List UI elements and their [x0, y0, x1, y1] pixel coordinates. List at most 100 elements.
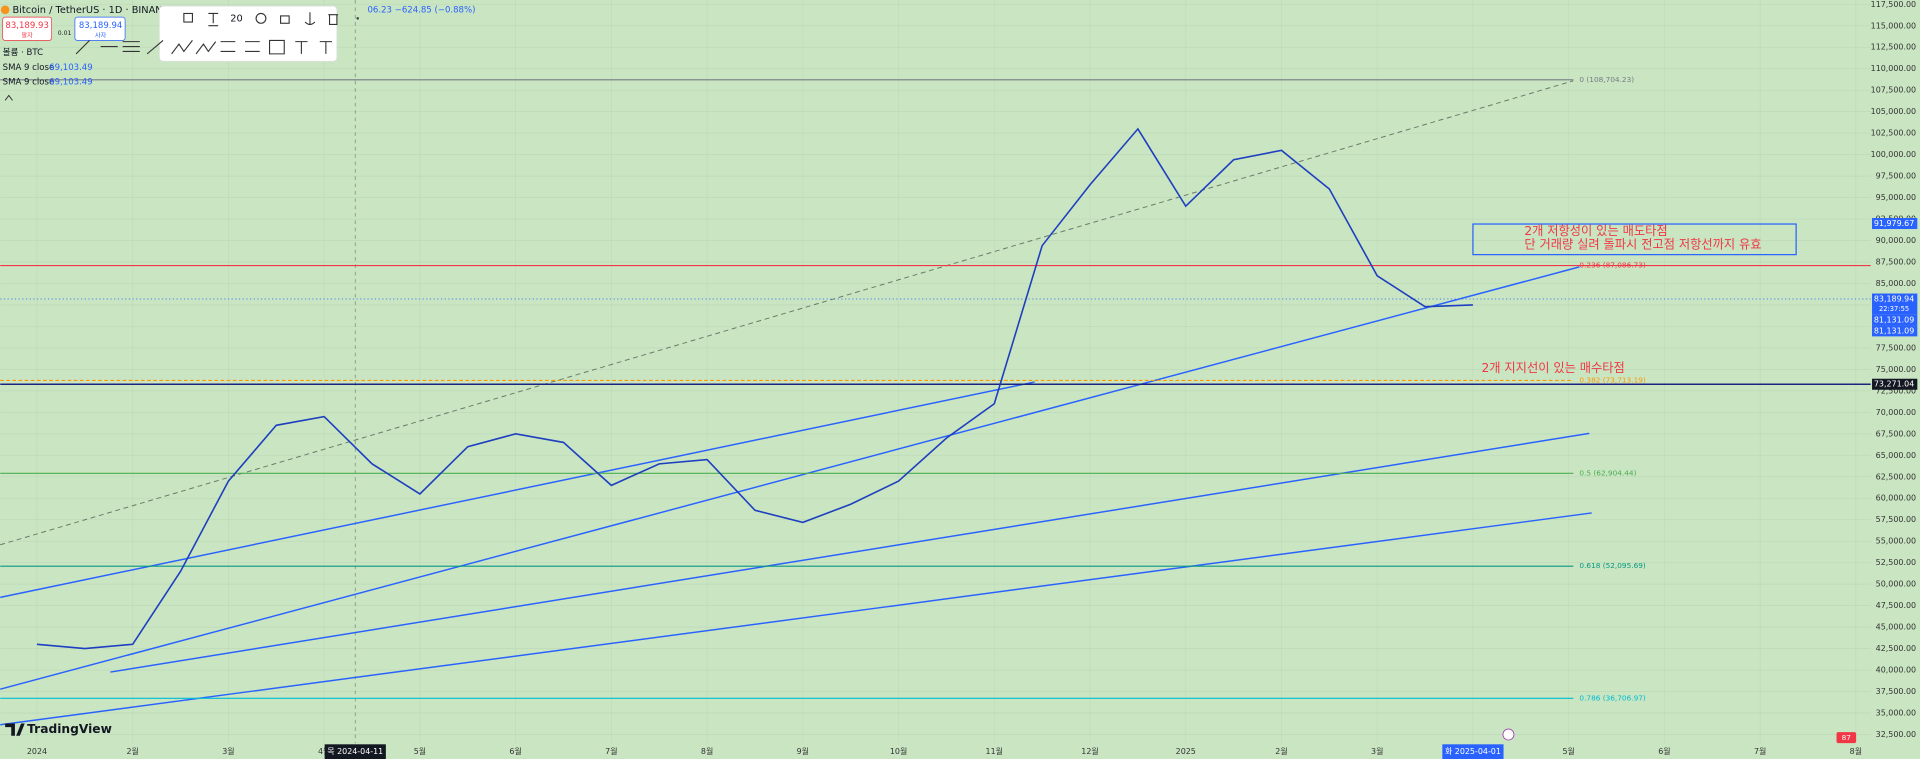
annotation: 2개 지지선이 있는 매수타점	[1482, 361, 1625, 375]
sell-button[interactable]	[2, 16, 53, 41]
y-tick-label: 60,000.00	[1876, 494, 1916, 503]
price-tag	[1872, 314, 1918, 326]
tool-icon[interactable]	[304, 12, 316, 26]
y-tick-label: 105,000.00	[1871, 107, 1916, 116]
y-tick-label: 55,000.00	[1876, 537, 1916, 546]
price-tag-label: 83,189.94	[1874, 295, 1914, 304]
volume-legend: 볼륨 · BTC	[3, 47, 43, 58]
x-tick-label: 3월	[1371, 746, 1383, 756]
y-tick-label: 100,000.00	[1871, 150, 1916, 159]
annotation: 2개 저항성이 있는 매도타점	[1524, 224, 1667, 238]
y-tick-label: 32,500.00	[1876, 730, 1916, 739]
buy-label: 사자	[95, 32, 107, 40]
price-change: 06.23 −624.85 (−0.88%)	[367, 5, 475, 15]
price-tag	[1872, 218, 1918, 230]
y-tick-label: 70,000.00	[1876, 408, 1916, 417]
x-tick-label: 7월	[1754, 746, 1766, 756]
price-tag-label: 81,131.09	[1874, 315, 1914, 324]
price-tag	[1872, 378, 1918, 390]
x-tick-label: 10월	[890, 746, 907, 756]
y-tick-label: 40,000.00	[1876, 666, 1916, 675]
x-tick-label: 2월	[127, 746, 139, 756]
price-tag	[1872, 325, 1918, 337]
event-icon[interactable]	[1502, 728, 1515, 741]
y-tick-label: 75,000.00	[1876, 365, 1916, 374]
y-tick-label: 102,500.00	[1871, 129, 1916, 138]
logo: TradingView	[27, 722, 112, 736]
annotation-box	[1472, 223, 1797, 256]
tool-icon[interactable]	[280, 15, 290, 24]
y-tick-label: 107,500.00	[1871, 86, 1916, 95]
fib-label: 0.382 (73,713.19)	[1579, 375, 1645, 384]
buy-price: 83,189.94	[79, 21, 122, 31]
toolbar-icons	[75, 12, 339, 55]
x-tick-label: 6월	[1658, 746, 1670, 756]
y-tick-label: 90,000.00	[1876, 236, 1916, 245]
x-tick-label: 6월	[509, 746, 521, 756]
x-tick-label: 4월	[318, 746, 330, 756]
fib-label: 0.236 (87,086.73)	[1579, 261, 1645, 270]
countdown: 22:37:55	[1879, 305, 1909, 313]
y-tick-label: 52,500.00	[1876, 558, 1916, 567]
buy-button[interactable]	[74, 16, 126, 41]
fib-label: 0.618 (52,095.69)	[1579, 561, 1645, 570]
y-tick-label: 35,000.00	[1876, 709, 1916, 718]
sell-label: 팔자	[22, 32, 34, 40]
series	[36, 127, 1473, 650]
y-tick-label: 72,500.00	[1876, 386, 1916, 395]
y-tick-label: 50,000.00	[1876, 580, 1916, 589]
levels: 0 (108,704.23) 0.236 (87,086.73) 0.382 (73…	[0, 75, 1871, 702]
trendline	[0, 381, 1035, 599]
y-tick-label: 77,500.00	[1876, 343, 1916, 352]
alert-badge-box[interactable]	[1836, 732, 1857, 744]
sma-value: 69,103.49	[49, 63, 93, 73]
axes: 32,500.00 35,000.00 37,500.00 40,000.00 42,5…	[27, 0, 1918, 759]
tool-icon[interactable]	[75, 39, 332, 55]
tool-icon[interactable]	[255, 12, 267, 24]
x-tick-label: 5월	[1562, 746, 1574, 756]
alert-badge: 87	[1842, 733, 1852, 742]
x-tick-label: 2월	[1275, 746, 1287, 756]
x-tick-label: 3월	[222, 746, 234, 756]
x-tick-label: 7월	[605, 746, 617, 756]
y-tick-label: 42,500.00	[1876, 644, 1916, 653]
coin-icon	[0, 5, 10, 15]
price-line	[36, 127, 1473, 650]
x-tick-label: 11월	[986, 746, 1003, 756]
sma-legend: SMA 9 close	[3, 63, 55, 73]
fib-label: 0.786 (36,706.97)	[1579, 693, 1645, 702]
y-tick-label: 65,000.00	[1876, 451, 1916, 460]
y-tick-label: 87,500.00	[1876, 258, 1916, 267]
sell-price: 83,189.93	[5, 21, 49, 31]
tool-icon[interactable]	[328, 14, 339, 26]
logo-icon	[5, 723, 25, 736]
sma-value: 69,103.49	[49, 78, 93, 88]
y-tick-label: 37,500.00	[1876, 687, 1916, 696]
spread: 0.01	[58, 30, 72, 37]
crosshair-date-box	[1442, 744, 1504, 759]
collapse-icon[interactable]	[4, 94, 13, 101]
tool-icon[interactable]	[208, 12, 219, 27]
annotation: 단 거래량 실려 돌파시 전고점 저항선까지 유효	[1524, 237, 1761, 251]
fib-label: 0.5 (62,904.44)	[1579, 468, 1636, 477]
grid	[0, 3, 1871, 735]
trendline	[0, 266, 1580, 690]
tool-icon[interactable]	[183, 12, 193, 23]
y-tick-label: 85,000.00	[1876, 279, 1916, 288]
y-tick-label: 117,500.00	[1871, 0, 1916, 9]
more-icon[interactable]	[356, 17, 359, 20]
symbol-title: Bitcoin / TetherUS · 1D · BINANCE	[12, 5, 175, 16]
x-tick-label: 5월	[414, 746, 426, 756]
drawing-toolbar	[159, 5, 338, 62]
x-tick-label: 2025	[1176, 747, 1196, 756]
x-tick-label: 8월	[701, 746, 713, 756]
x-tick-label: 9월	[797, 746, 809, 756]
price-tag-label: 81,131.09	[1874, 326, 1914, 335]
x-tick-label: 8월	[1850, 746, 1862, 756]
crosshair-date: 목 2024-04-11	[327, 747, 383, 756]
toolbar-size[interactable]: 20	[230, 13, 242, 24]
y-tick-label: 57,500.00	[1876, 515, 1916, 524]
